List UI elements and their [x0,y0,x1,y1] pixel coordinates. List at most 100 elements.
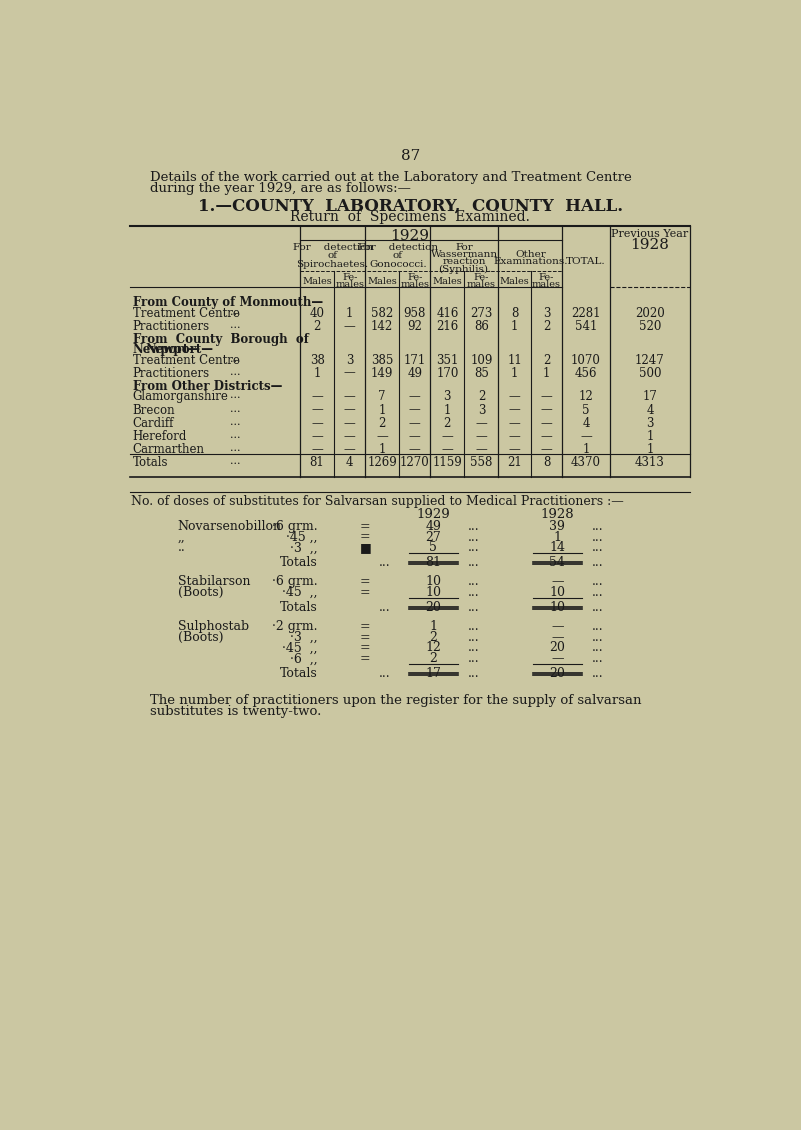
Text: Previous Year: Previous Year [611,228,689,238]
Text: 1: 1 [346,306,353,320]
Text: 49: 49 [407,366,422,380]
Text: ...: ... [469,541,480,555]
Text: Totals: Totals [280,556,317,570]
Text: —: — [312,391,323,403]
Text: ...: ... [469,667,480,680]
Text: 7: 7 [379,391,386,403]
Text: ...: ... [592,620,604,633]
Text: —: — [476,429,487,443]
Text: Males: Males [500,277,529,286]
Text: 20: 20 [549,667,566,680]
Text: 92: 92 [408,320,422,332]
Text: ...: ... [469,586,480,599]
Text: 10: 10 [425,586,441,599]
Text: No. of doses of substitutes for Salvarsan supplied to Medical Practitioners :—: No. of doses of substitutes for Salvarsa… [131,495,624,508]
Text: 1070: 1070 [571,354,601,366]
Text: 149: 149 [371,366,393,380]
Text: substitutes is twenty-two.: substitutes is twenty-two. [151,705,322,719]
Text: —: — [344,443,356,455]
Text: ·3  ,,: ·3 ,, [289,541,317,555]
Text: ...: ... [231,320,241,330]
Text: 1: 1 [429,620,437,633]
Text: 2: 2 [543,354,550,366]
Text: 1: 1 [543,366,550,380]
Text: 171: 171 [404,354,426,366]
Text: 20: 20 [549,642,566,654]
Text: 2281: 2281 [571,306,601,320]
Text: 1928: 1928 [541,507,574,521]
Text: ·45 ,,: ·45 ,, [286,531,317,544]
Text: 17: 17 [642,391,658,403]
Text: 1: 1 [511,366,518,380]
Text: —: — [409,391,421,403]
Text: 5: 5 [429,541,437,555]
Text: The number of practitioners upon the register for the supply of salvarsan: The number of practitioners upon the reg… [151,694,642,707]
Text: 81: 81 [425,556,441,570]
Text: 2: 2 [444,417,451,429]
Text: 10: 10 [549,586,566,599]
Text: 456: 456 [575,366,598,380]
Text: 3: 3 [477,403,485,417]
Text: 273: 273 [470,306,493,320]
Text: —: — [312,429,323,443]
Text: ...: ... [231,455,241,466]
Text: 1: 1 [646,443,654,455]
Text: Treatment Centre: Treatment Centre [133,306,239,320]
Text: 1: 1 [582,443,590,455]
Text: ...: ... [469,556,480,570]
Text: 385: 385 [371,354,393,366]
Text: ...: ... [592,601,604,614]
Text: Examinations.: Examinations. [493,258,567,267]
Text: 8: 8 [543,455,550,469]
Text: ...: ... [231,443,241,453]
Text: ·45  ,,: ·45 ,, [282,586,317,599]
Text: —: — [509,443,521,455]
Text: 4370: 4370 [571,455,601,469]
Text: Newport—: Newport— [133,344,201,356]
Text: —: — [409,429,421,443]
Text: 14: 14 [549,541,566,555]
Text: 85: 85 [474,366,489,380]
Text: Novarsenobillon: Novarsenobillon [178,520,282,533]
Text: —: — [344,417,356,429]
Text: ...: ... [592,642,604,654]
Text: 4: 4 [646,403,654,417]
Text: 2: 2 [379,417,386,429]
Text: 20: 20 [425,601,441,614]
Text: —: — [551,652,564,666]
Text: =: = [360,586,370,599]
Text: —: — [409,443,421,455]
Text: —: — [541,417,553,429]
Text: —: — [541,443,553,455]
Text: —: — [551,631,564,644]
Text: 4: 4 [582,417,590,429]
Text: 142: 142 [371,320,393,332]
Text: From County of Monmouth—: From County of Monmouth— [133,296,323,308]
Text: —: — [509,391,521,403]
Text: Brecon: Brecon [133,403,175,417]
Text: 27: 27 [425,531,441,544]
Text: Totals: Totals [280,667,317,680]
Text: =: = [360,642,370,654]
Text: 1: 1 [553,531,562,544]
Text: 10: 10 [425,575,441,589]
Text: (Boots): (Boots) [178,586,223,599]
Text: —: — [441,443,453,455]
Text: —: — [551,575,564,589]
Text: =: = [360,631,370,644]
Text: —: — [344,366,356,380]
Text: Fe-: Fe- [342,273,357,282]
Text: 87: 87 [400,149,420,164]
Text: ...: ... [379,556,391,570]
Text: ...: ... [469,652,480,666]
Text: 4: 4 [346,455,353,469]
Text: 3: 3 [346,354,353,366]
Text: ...: ... [469,520,480,533]
Text: 40: 40 [310,306,324,320]
Text: —: — [509,403,521,417]
Text: 8: 8 [511,306,518,320]
Text: 1247: 1247 [635,354,665,366]
Text: Other: Other [515,250,545,259]
Text: Totals: Totals [133,455,168,469]
Text: =: = [360,531,370,544]
